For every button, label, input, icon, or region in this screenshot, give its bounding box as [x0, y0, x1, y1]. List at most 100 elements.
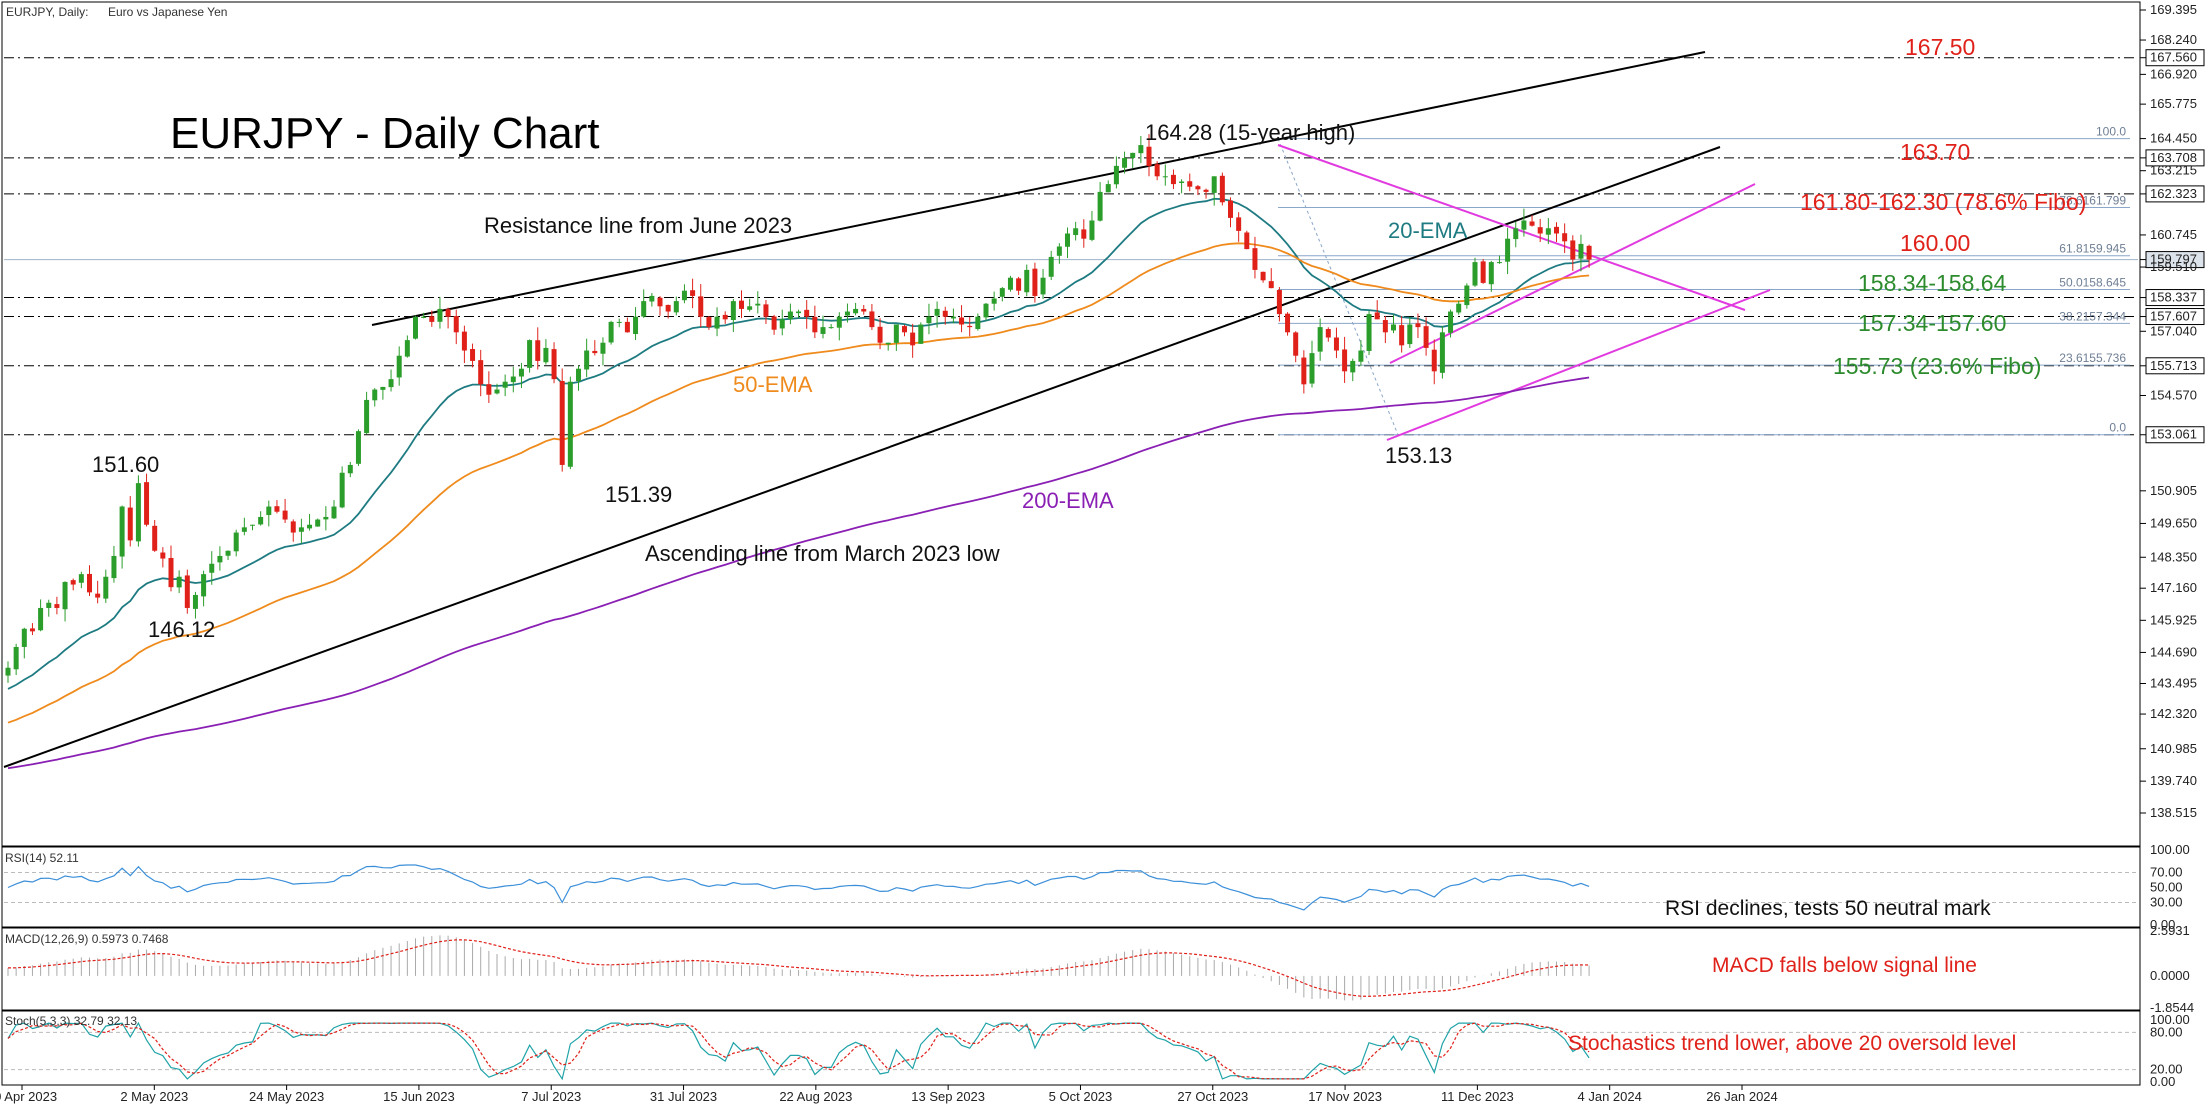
- candle-body: [478, 360, 484, 385]
- candle-body: [184, 575, 190, 608]
- candle-body: [78, 574, 84, 583]
- x-tick-label: 24 May 2023: [249, 1089, 324, 1104]
- y-tick-label: 140.985: [2150, 741, 2197, 756]
- candle-body: [176, 576, 182, 588]
- candle-body: [282, 510, 288, 520]
- candle-body: [1350, 360, 1356, 373]
- macd-tick-label: -1.8544: [2150, 1000, 2194, 1015]
- annotation-level-155-73: 155.73 (23.6% Fibo): [1833, 353, 2041, 379]
- candle-body: [836, 316, 842, 328]
- stoch-tick-label: 80.00: [2150, 1024, 2183, 1039]
- candle-body: [763, 304, 769, 317]
- candle-body: [1285, 313, 1291, 333]
- rising-channel-lower: [1386, 289, 1771, 441]
- candle-body: [910, 332, 916, 346]
- moving-averages: [7, 197, 1590, 770]
- candle-body: [967, 325, 973, 328]
- candle-body: [135, 483, 141, 542]
- candle-body: [1007, 277, 1013, 290]
- y-tick-label: 166.920: [2150, 66, 2197, 81]
- candle-body: [38, 607, 44, 631]
- fib-label: 50.0158.645: [2059, 276, 2126, 290]
- candle-body: [804, 309, 810, 317]
- y-tick-label: 157.040: [2150, 323, 2197, 338]
- annotation-level-163-70: 163.70: [1900, 139, 1970, 165]
- candle-body: [1122, 158, 1128, 168]
- stoch-title: Stoch(5,3,3) 32.79 32.13: [5, 1014, 137, 1028]
- candle-body: [46, 602, 52, 608]
- annotation-low-jul: 151.39: [605, 482, 672, 507]
- y-tick-label: 157.607: [2150, 309, 2197, 324]
- price-badge: [2145, 426, 2205, 444]
- annotation-ema50: 50-EMA: [733, 372, 813, 397]
- candle-body: [722, 314, 728, 320]
- y-tick-label: 145.925: [2150, 612, 2197, 627]
- candle-body: [673, 301, 679, 313]
- candle-body: [1228, 200, 1233, 218]
- candle-body: [372, 389, 378, 401]
- candle-body: [103, 576, 109, 599]
- rsi-tick-label: 0.00: [2150, 917, 2175, 932]
- candle-body: [1276, 289, 1282, 315]
- candle-body: [1089, 220, 1095, 240]
- rsi-tick-label: 50.00: [2150, 880, 2183, 895]
- candle-body: [1529, 221, 1535, 226]
- price-badge: [2145, 357, 2205, 375]
- x-tick-label: 4 Jan 2024: [1578, 1089, 1642, 1104]
- annotation-high-may: 151.60: [92, 452, 159, 477]
- candle-body: [1537, 227, 1543, 234]
- price-badge: [2145, 289, 2205, 307]
- candle-body: [853, 308, 859, 314]
- fib-label: 38.2157.344: [2059, 309, 2126, 323]
- candle-body: [1570, 240, 1576, 260]
- resistance-line: [371, 51, 1706, 326]
- y-tick-label: 162.323: [2150, 186, 2197, 201]
- fib-trend-line: [1277, 138, 1399, 435]
- candle-body: [323, 516, 329, 520]
- candle-body: [70, 580, 76, 585]
- candle-body: [1097, 191, 1103, 221]
- macd-signal-line: [7, 939, 1590, 997]
- candle-body: [1521, 220, 1527, 230]
- y-tick-label: 153.061: [2150, 427, 2197, 442]
- candle-body: [559, 380, 565, 465]
- candle-body: [62, 581, 68, 610]
- y-tick-label: 163.708: [2150, 150, 2197, 165]
- price-badge: [2145, 49, 2205, 67]
- candle-body: [543, 347, 549, 363]
- candle-body: [266, 506, 272, 516]
- candle-body: [1138, 145, 1144, 154]
- y-tick-label: 164.450: [2150, 131, 2197, 146]
- candle-body: [771, 316, 777, 330]
- y-tick-label: 160.745: [2150, 227, 2197, 242]
- candle-body: [1162, 176, 1168, 178]
- candle-body: [1578, 243, 1584, 259]
- candle-body: [258, 516, 264, 525]
- y-tick-label: 155.713: [2150, 358, 2197, 373]
- x-tick-label: 7 Jul 2023: [521, 1089, 581, 1104]
- candle-body: [29, 628, 35, 632]
- annotation-ema200: 200-EMA: [1022, 488, 1114, 513]
- candle-body: [1399, 325, 1405, 346]
- y-tick-label: 165.775: [2150, 96, 2197, 111]
- candle-body: [551, 349, 557, 380]
- candle-body: [1203, 189, 1209, 192]
- candle-body: [95, 593, 101, 598]
- x-tick-label: 10 Apr 2023: [0, 1089, 57, 1104]
- candle-body: [1170, 174, 1176, 185]
- candle-body: [885, 342, 891, 345]
- stoch-tick-label: 0.00: [2150, 1074, 2175, 1089]
- candle-body: [1407, 324, 1413, 345]
- candle-body: [1545, 228, 1551, 235]
- candle-body: [755, 303, 761, 306]
- fib-label: 100.0: [2096, 125, 2126, 139]
- annotation-resistance-line: Resistance line from June 2023: [484, 213, 792, 238]
- candle-body: [494, 389, 500, 394]
- candle-body: [608, 321, 614, 343]
- candle-body: [274, 506, 280, 512]
- macd-tick-label: 2.5931: [2150, 923, 2190, 938]
- candle-body: [233, 532, 239, 552]
- stoch-tick-label: 100.00: [2150, 1012, 2190, 1027]
- candle-body: [869, 311, 875, 328]
- y-tick-label: 168.240: [2150, 32, 2197, 47]
